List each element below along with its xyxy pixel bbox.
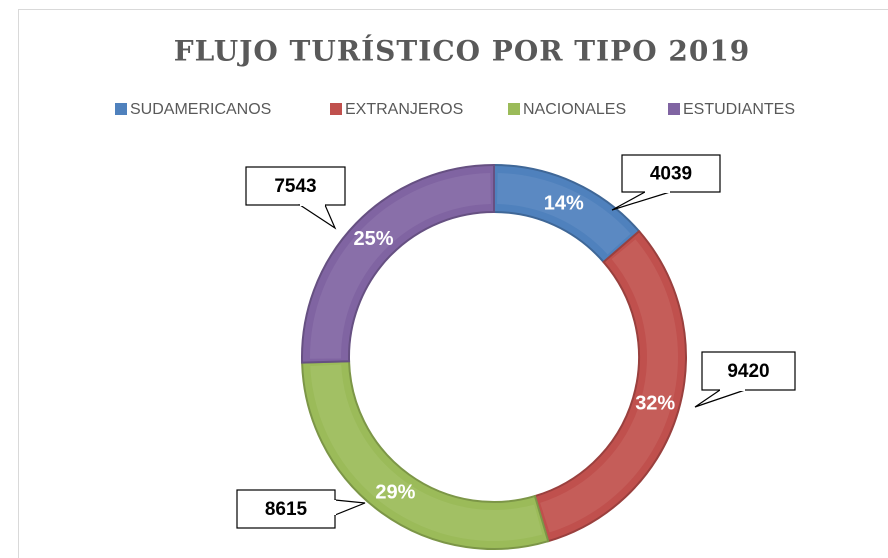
slice-highlight xyxy=(497,173,631,255)
callout-box xyxy=(236,489,336,529)
legend-swatch xyxy=(668,103,680,115)
percent-label: 25% xyxy=(353,228,393,250)
percent-label: 29% xyxy=(375,481,415,503)
legend-swatch xyxy=(330,103,342,115)
percent-label: 32% xyxy=(635,393,675,415)
chart-border xyxy=(18,9,888,558)
callout-label: 9420 xyxy=(727,361,769,382)
callout-box xyxy=(701,351,796,391)
callout-box xyxy=(245,166,346,206)
callout-label: 7543 xyxy=(274,176,316,197)
slice-highlight xyxy=(540,239,678,533)
slice-highlight xyxy=(310,173,491,359)
legend-swatch xyxy=(508,103,520,115)
legend-label: EXTRANJEROS xyxy=(345,101,463,118)
chart-title: FLUJO TURÍSTICO POR TIPO 2019 xyxy=(174,35,751,68)
donut-slice xyxy=(301,163,495,364)
legend-label: NACIONALES xyxy=(523,101,626,118)
legend-label: SUDAMERICANOS xyxy=(130,101,271,118)
legend-swatch xyxy=(115,103,127,115)
legend-label: ESTUDIANTES xyxy=(683,101,795,118)
callout-label: 8615 xyxy=(265,499,308,520)
slice-highlight xyxy=(310,364,543,541)
callout-box xyxy=(621,154,721,193)
callout-label: 4039 xyxy=(650,164,692,185)
percent-label: 14% xyxy=(544,192,584,214)
